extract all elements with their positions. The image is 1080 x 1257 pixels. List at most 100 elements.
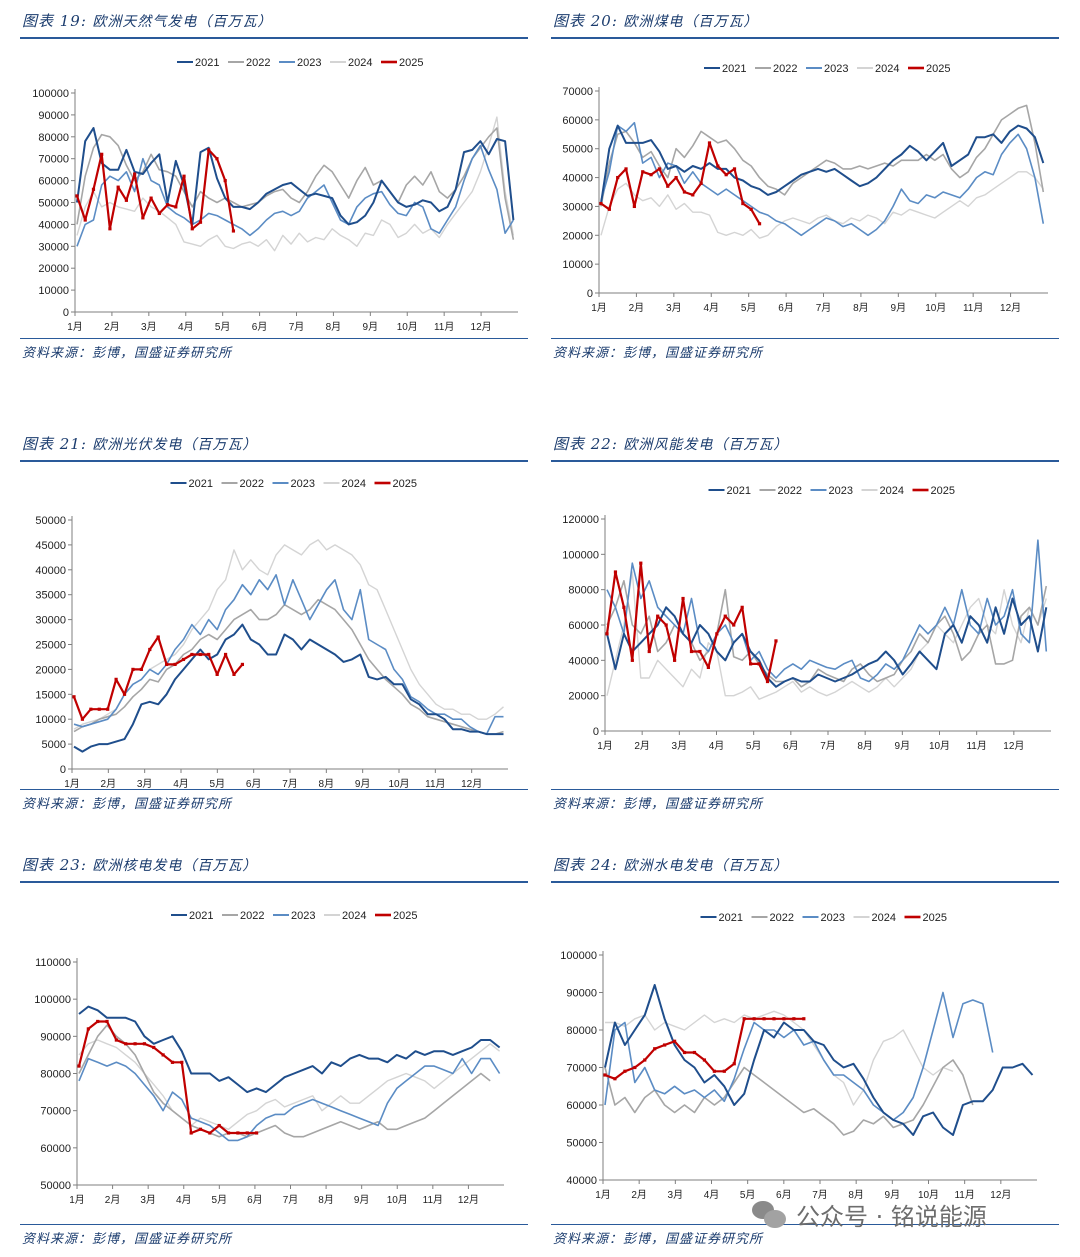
- y-tick-label: 10000: [38, 285, 69, 297]
- series-point-2025: [141, 216, 145, 220]
- x-tick-label: 4月: [178, 321, 194, 333]
- series-point-2025: [682, 190, 687, 194]
- series-point-2025: [223, 179, 227, 183]
- series-line-2022: [600, 104, 1045, 207]
- legend-item-2023: 2023: [279, 57, 321, 69]
- series-point-2025: [672, 658, 677, 662]
- x-tick-label: 2月: [104, 321, 120, 333]
- figure-title: 图表 20: 欧洲煤电（百万瓦）: [553, 12, 759, 30]
- source-note: 资料来源：彭博，国盛证券研究所: [22, 346, 233, 361]
- series-point-2025: [89, 707, 93, 711]
- series-line-2023: [600, 121, 1045, 237]
- series-point-2025: [607, 207, 611, 211]
- series-point-2025: [165, 203, 170, 207]
- source-rule: [551, 1224, 1059, 1225]
- series-point-2025: [217, 1123, 221, 1128]
- series-point-2025: [105, 1019, 109, 1024]
- chart-wind: 2021 2022 2023 2024 2025 0 20000 40000 60000 8000…: [562, 485, 1051, 752]
- series-point-2025: [86, 1027, 90, 1031]
- figure-title: 图表 21: 欧洲光伏发电（百万瓦）: [22, 435, 258, 453]
- series-point-2025: [732, 623, 736, 627]
- legend-item-2023: 2023: [806, 63, 848, 75]
- series-point-2025: [240, 662, 245, 667]
- y-tick-label: 90000: [40, 1031, 71, 1043]
- y-tick-label: 50000: [40, 1180, 71, 1192]
- legend-item-2021: 2021: [177, 57, 219, 69]
- legend-item-2023: 2023: [273, 910, 315, 922]
- series-point-2025: [149, 196, 153, 200]
- legend-label: 2023: [829, 485, 853, 497]
- x-tick-label: 1月: [591, 302, 607, 314]
- watermark-text: 公众号 · 铭说能源: [796, 1202, 987, 1231]
- x-tick-label: 5月: [215, 321, 231, 333]
- x-tick-label: 6月: [247, 1194, 263, 1206]
- x-tick-label: 8月: [326, 321, 342, 333]
- series-point-2025: [707, 141, 712, 145]
- x-tick-label: 12月: [458, 1194, 479, 1206]
- series-point-2025: [757, 222, 762, 226]
- legend-label: 2024: [342, 910, 366, 922]
- series-point-2025: [133, 1042, 137, 1046]
- series-line-2022: [76, 127, 515, 240]
- series-point-2025: [165, 662, 169, 667]
- y-tick-label: 80000: [40, 1069, 71, 1081]
- series-line-2022: [604, 1059, 974, 1136]
- legend-item-2025: 2025: [374, 478, 417, 490]
- y-tick-label: 50000: [562, 144, 593, 156]
- y-tick-label: 40000: [38, 219, 69, 231]
- series-point-2025: [653, 1047, 657, 1051]
- y-tick-label: 80000: [566, 1025, 597, 1037]
- x-tick-label: 6月: [783, 740, 799, 752]
- legend-item-2025: 2025: [908, 63, 950, 75]
- series-line-2023: [73, 574, 504, 735]
- x-tick-label: 4月: [703, 302, 719, 314]
- x-tick-label: 2月: [631, 1189, 647, 1201]
- series-point-2025: [647, 649, 651, 654]
- series-point-2025: [630, 658, 634, 662]
- series-line-2024: [76, 116, 515, 252]
- y-tick-label: 60000: [562, 115, 593, 127]
- series-point-2025: [656, 614, 660, 618]
- y-tick-label: 60000: [38, 176, 69, 188]
- series-point-2025: [190, 652, 194, 657]
- series-point-2025: [616, 175, 620, 180]
- legend-label: 2022: [773, 63, 797, 75]
- y-tick-label: 40000: [566, 1175, 597, 1187]
- series-point-2025: [639, 561, 643, 565]
- chart-coal: 2021 2022 2023 2024 2025 0 10000 20000 30000 4000…: [562, 63, 1048, 314]
- legend-item-2024: 2024: [861, 485, 904, 497]
- y-tick-label: 90000: [566, 988, 597, 1000]
- series-line-2021: [73, 623, 504, 753]
- series-point-2025: [657, 167, 662, 171]
- y-tick-label: 100000: [34, 994, 71, 1006]
- y-tick-label: 20000: [568, 691, 599, 703]
- y-tick-label: 40000: [562, 173, 593, 185]
- series-point-2025: [124, 198, 128, 202]
- title-rule: [20, 460, 528, 462]
- figure-title: 图表 24: 欧洲水电发电（百万瓦）: [553, 856, 789, 874]
- x-tick-label: 7月: [289, 321, 305, 333]
- series-point-2025: [72, 695, 76, 699]
- y-tick-label: 70000: [38, 154, 69, 166]
- y-tick-label: 5000: [42, 739, 66, 751]
- series-point-2025: [215, 157, 219, 161]
- x-tick-label: 4月: [173, 778, 189, 790]
- series-line-2024: [78, 1039, 501, 1131]
- y-tick-label: 70000: [40, 1106, 71, 1118]
- legend-item-2023: 2023: [810, 485, 853, 497]
- series-point-2025: [674, 175, 678, 180]
- source-note: 资料来源：彭博，国盛证券研究所: [553, 346, 764, 361]
- x-tick-label: 11月: [423, 1194, 443, 1206]
- x-tick-label: 1月: [67, 321, 83, 333]
- y-tick-label: 0: [587, 288, 593, 300]
- series-point-2025: [741, 201, 745, 206]
- source-rule: [20, 1224, 528, 1225]
- x-tick-label: 11月: [425, 778, 445, 790]
- legend-label: 2023: [291, 478, 315, 490]
- series-point-2025: [613, 570, 618, 574]
- legend-label: 2021: [189, 910, 213, 922]
- watermark: 公众号 · 铭说能源: [752, 1194, 987, 1234]
- x-tick-label: 10月: [387, 1194, 408, 1206]
- legend-item-2025: 2025: [381, 57, 423, 69]
- x-tick-label: 11月: [954, 1189, 974, 1201]
